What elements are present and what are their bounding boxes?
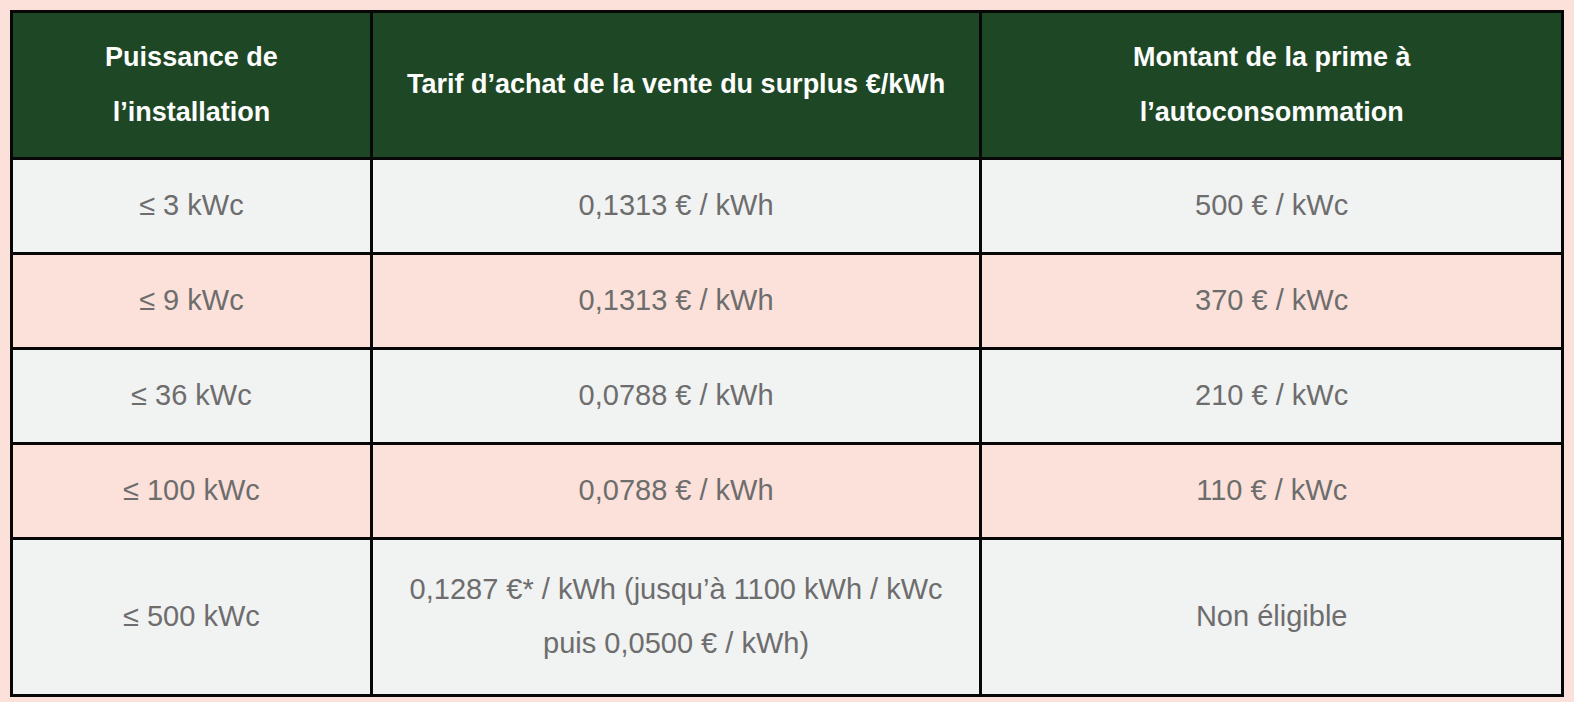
cell-prime: 110 € / kWc — [981, 444, 1563, 539]
cell-puissance: ≤ 3 kWc — [12, 159, 372, 254]
cell-puissance: ≤ 500 kWc — [12, 539, 372, 696]
cell-puissance: ≤ 36 kWc — [12, 349, 372, 444]
page-background: Puissance de l’installation Tarif d’acha… — [0, 0, 1574, 702]
table-row-3kwc: ≤ 3 kWc 0,1313 € / kWh 500 € / kWc — [12, 159, 1563, 254]
table-row-500kwc: ≤ 500 kWc 0,1287 €* / kWh (jusqu’à 1100 … — [12, 539, 1563, 696]
column-header-prime-autoconsommation: Montant de la prime à l’autoconsommation — [981, 12, 1563, 159]
cell-tarif: 0,0788 € / kWh — [371, 349, 981, 444]
cell-prime: Non éligible — [981, 539, 1563, 696]
cell-puissance: ≤ 100 kWc — [12, 444, 372, 539]
column-header-tarif-surplus: Tarif d’achat de la vente du surplus €/k… — [371, 12, 981, 159]
cell-tarif: 0,1313 € / kWh — [371, 159, 981, 254]
header-row: Puissance de l’installation Tarif d’acha… — [12, 12, 1563, 159]
cell-puissance: ≤ 9 kWc — [12, 254, 372, 349]
cell-tarif: 0,1313 € / kWh — [371, 254, 981, 349]
cell-prime: 370 € / kWc — [981, 254, 1563, 349]
cell-tarif: 0,0788 € / kWh — [371, 444, 981, 539]
table-row-9kwc: ≤ 9 kWc 0,1313 € / kWh 370 € / kWc — [12, 254, 1563, 349]
table-row-36kwc: ≤ 36 kWc 0,0788 € / kWh 210 € / kWc — [12, 349, 1563, 444]
tariff-table: Puissance de l’installation Tarif d’acha… — [10, 10, 1564, 697]
column-header-puissance: Puissance de l’installation — [12, 12, 372, 159]
cell-prime: 500 € / kWc — [981, 159, 1563, 254]
cell-tarif: 0,1287 €* / kWh (jusqu’à 1100 kWh / kWc … — [371, 539, 981, 696]
table-row-100kwc: ≤ 100 kWc 0,0788 € / kWh 110 € / kWc — [12, 444, 1563, 539]
cell-prime: 210 € / kWc — [981, 349, 1563, 444]
